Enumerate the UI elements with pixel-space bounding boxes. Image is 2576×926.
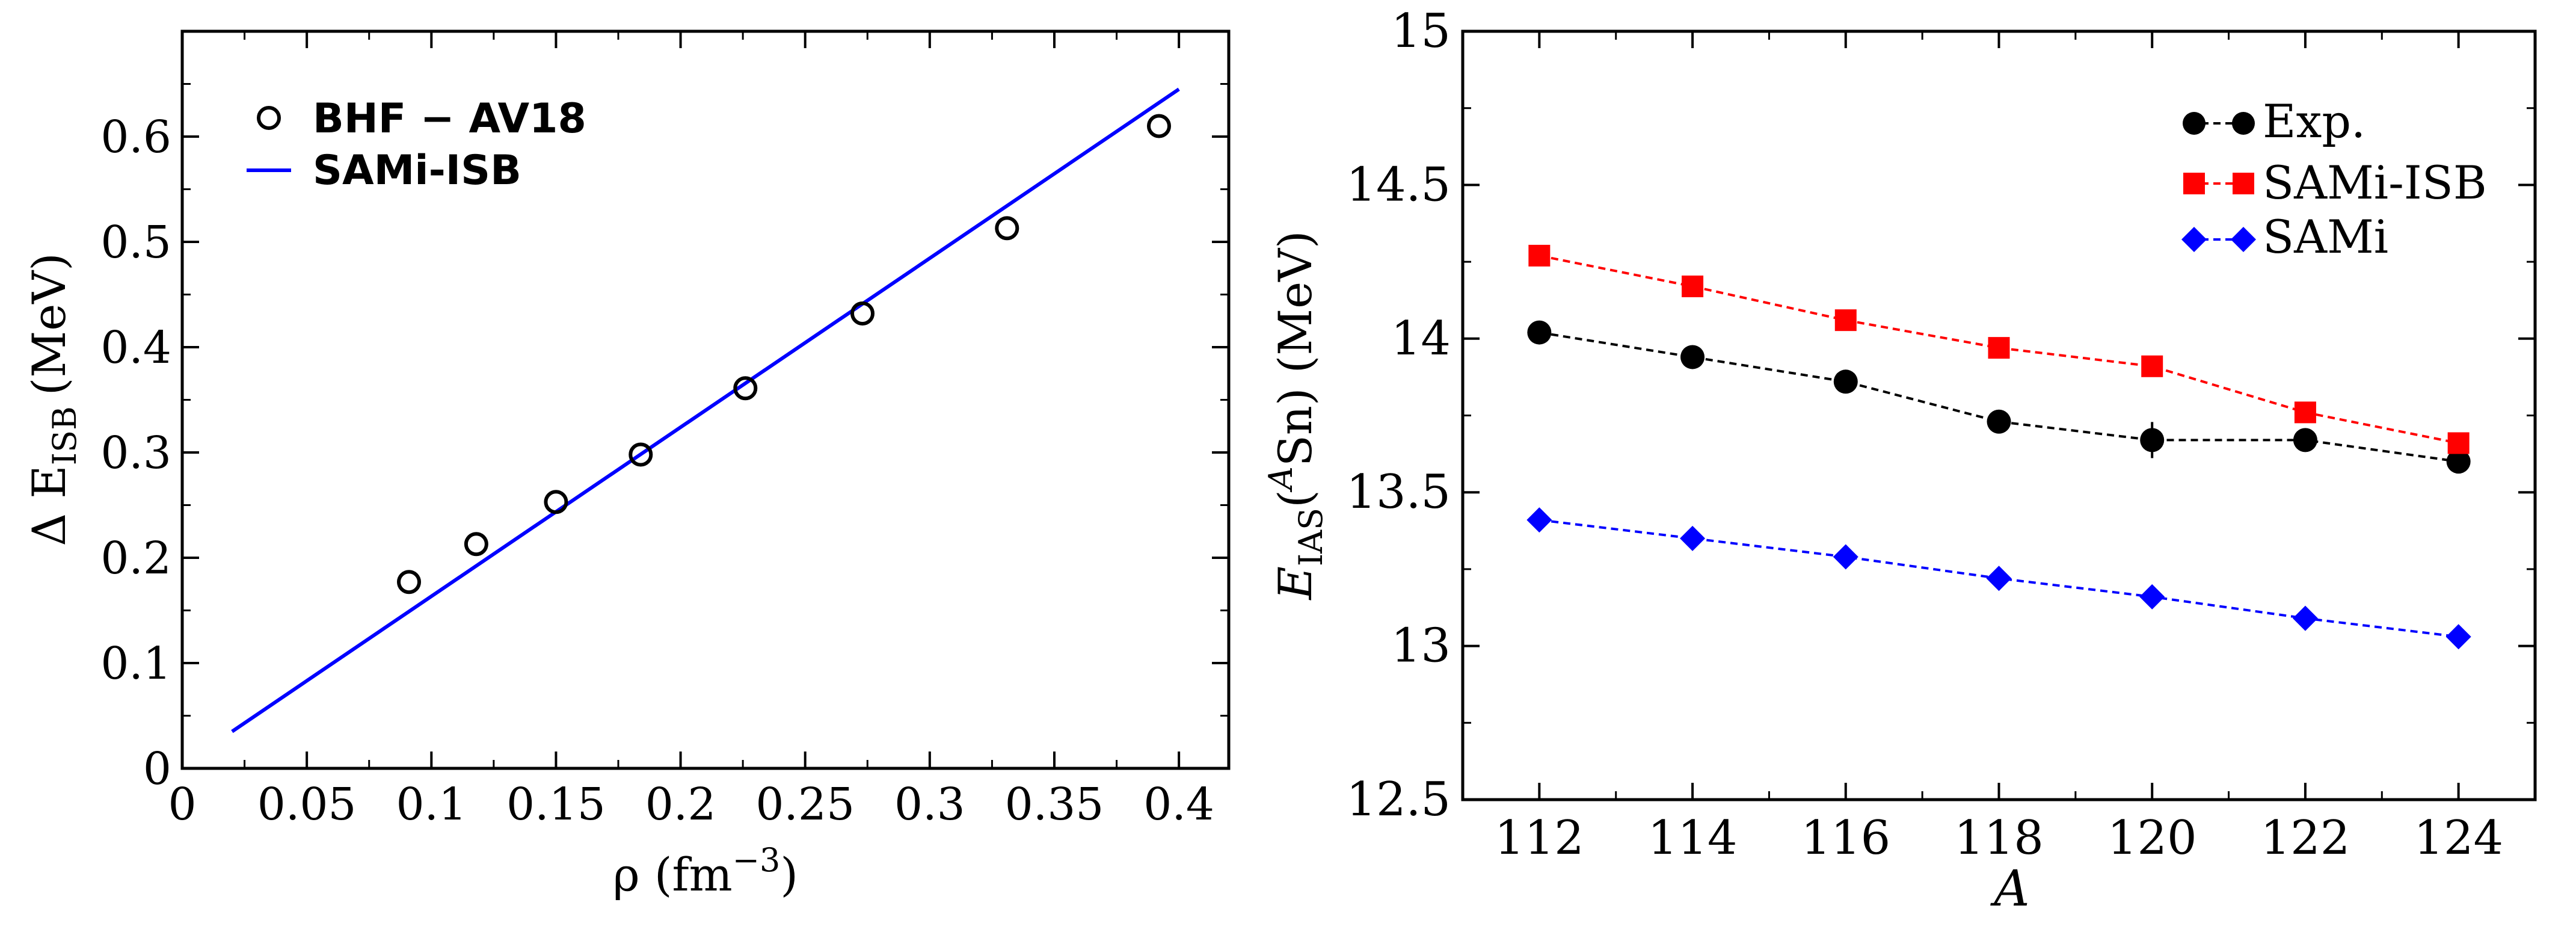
- sami-isb-fit-line: [231, 87, 1180, 733]
- bhf-data-point: [850, 301, 875, 326]
- right-legend: Exp. SAMi-ISB SAMi: [2181, 94, 2487, 264]
- right-x-axis-label: A: [1990, 860, 2029, 918]
- right-y-tick-label: 12.5: [1346, 773, 1451, 827]
- legend-marker-exp-2: [2232, 112, 2255, 135]
- sami-isb-data-point: [1834, 309, 1857, 332]
- left-x-tick-label: 0.3: [894, 779, 965, 830]
- sami-data-point: [1986, 566, 2012, 591]
- exp-data-point: [1833, 369, 1858, 394]
- right-x-tick-label: 122: [2260, 811, 2350, 865]
- left-y-tick-label: 0.4: [100, 322, 171, 374]
- exp-data-point: [1680, 345, 1705, 369]
- left-x-tick-label: 0.15: [506, 779, 606, 830]
- right-y-tick-label: 13.5: [1346, 465, 1451, 519]
- sami-data-point: [2445, 624, 2471, 650]
- left-y-tick-label: 0.5: [100, 217, 171, 268]
- sami-isb-data-point: [1988, 337, 2010, 359]
- legend-marker-sami: [2181, 227, 2207, 252]
- left-x-tick-label: 0: [168, 779, 196, 830]
- sami-isb-data-point: [2447, 432, 2470, 454]
- legend-label-bhf: BHF − AV18: [313, 95, 586, 143]
- bhf-data-point: [995, 216, 1019, 241]
- left-x-tick-label: 0.1: [396, 779, 467, 830]
- legend-marker-sami-isb-r-2: [2233, 173, 2254, 194]
- legend-label-sami: SAMi: [2263, 210, 2388, 264]
- left-x-tick-label: 0.35: [1005, 779, 1104, 830]
- right-x-tick-label: 120: [2107, 811, 2197, 865]
- legend-marker-exp: [2183, 112, 2206, 135]
- exp-data-point: [2446, 449, 2471, 474]
- legend-label-exp: Exp.: [2263, 94, 2365, 148]
- right-y-tick-label: 14: [1391, 312, 1451, 366]
- legend-label-sami-isb-r: SAMi-ISB: [2263, 156, 2487, 209]
- left-y-tick-label: 0.1: [100, 638, 171, 690]
- right-x-tick-label: 118: [1954, 811, 2044, 865]
- left-x-tick-label: 0.4: [1143, 779, 1214, 830]
- sami-isb-data-point: [1682, 275, 1704, 297]
- legend-marker-bhf: [257, 106, 281, 130]
- right-y-tick-label: 13: [1391, 619, 1451, 673]
- left-x-tick-label: 0.05: [257, 779, 357, 830]
- bhf-data-point: [1147, 114, 1171, 138]
- sami-data-point: [2139, 584, 2165, 610]
- right-y-tick-label: 14.5: [1346, 158, 1451, 212]
- left-y-axis-label: Δ EISB(MeV): [22, 253, 84, 546]
- left-x-tick-label: 0.2: [645, 779, 716, 830]
- sami-data-point: [1526, 507, 1552, 533]
- right-x-tick-label: 114: [1648, 811, 1738, 865]
- exp-data-point: [2293, 428, 2317, 452]
- right-x-tick-label: 116: [1801, 811, 1890, 865]
- legend-marker-sami-isb-r: [2183, 173, 2205, 194]
- left-y-tick-label: 0.2: [100, 532, 171, 584]
- sami-data-point: [1833, 544, 1858, 570]
- exp-data-point: [2140, 428, 2165, 452]
- bhf-data-point: [629, 442, 653, 467]
- left-y-tick-label: 0.3: [100, 427, 171, 479]
- bhf-data-point: [544, 490, 568, 514]
- bhf-data-point: [397, 570, 421, 594]
- exp-data-point: [1527, 320, 1552, 345]
- sami-data-point: [2292, 605, 2318, 631]
- exp-data-point: [1987, 409, 2011, 434]
- sami-isb-data-point: [2294, 401, 2316, 424]
- left-x-tick-label: 0.25: [755, 779, 855, 830]
- bhf-data-point: [464, 532, 488, 557]
- left-chart: 0 0.05 0.1 0.15 0.2 0.25 0.3 0.35 0.4 0 0.1 0.2 0.3 0…: [22, 29, 1231, 901]
- legend-marker-sami-2: [2231, 227, 2256, 252]
- left-plot-frame: [180, 29, 1231, 770]
- left-x-axis-label: ρ (fm−3): [613, 841, 798, 901]
- bhf-data-point: [733, 376, 758, 401]
- sami-data-point: [1680, 525, 1706, 551]
- legend-label-sami-isb: SAMi-ISB: [313, 147, 521, 194]
- left-y-tick-label: 0: [143, 743, 171, 795]
- right-y-axis-label: EIAS(ASn) (MeV): [1262, 230, 1330, 600]
- sami-isb-data-point: [1528, 244, 1551, 267]
- right-x-tick-label: 124: [2414, 811, 2503, 865]
- right-chart: 112 114 116 118 120 122 12412.51313.51414.515 …: [1262, 4, 2537, 918]
- right-x-tick-label: 112: [1495, 811, 1584, 865]
- sami-isb-data-point: [2141, 355, 2163, 377]
- left-y-tick-label: 0.6: [100, 111, 171, 163]
- left-legend: BHF − AV18 SAMi-ISB: [247, 95, 586, 194]
- right-y-tick-label: 15: [1391, 4, 1451, 58]
- right-plot-frame: [1461, 29, 2537, 801]
